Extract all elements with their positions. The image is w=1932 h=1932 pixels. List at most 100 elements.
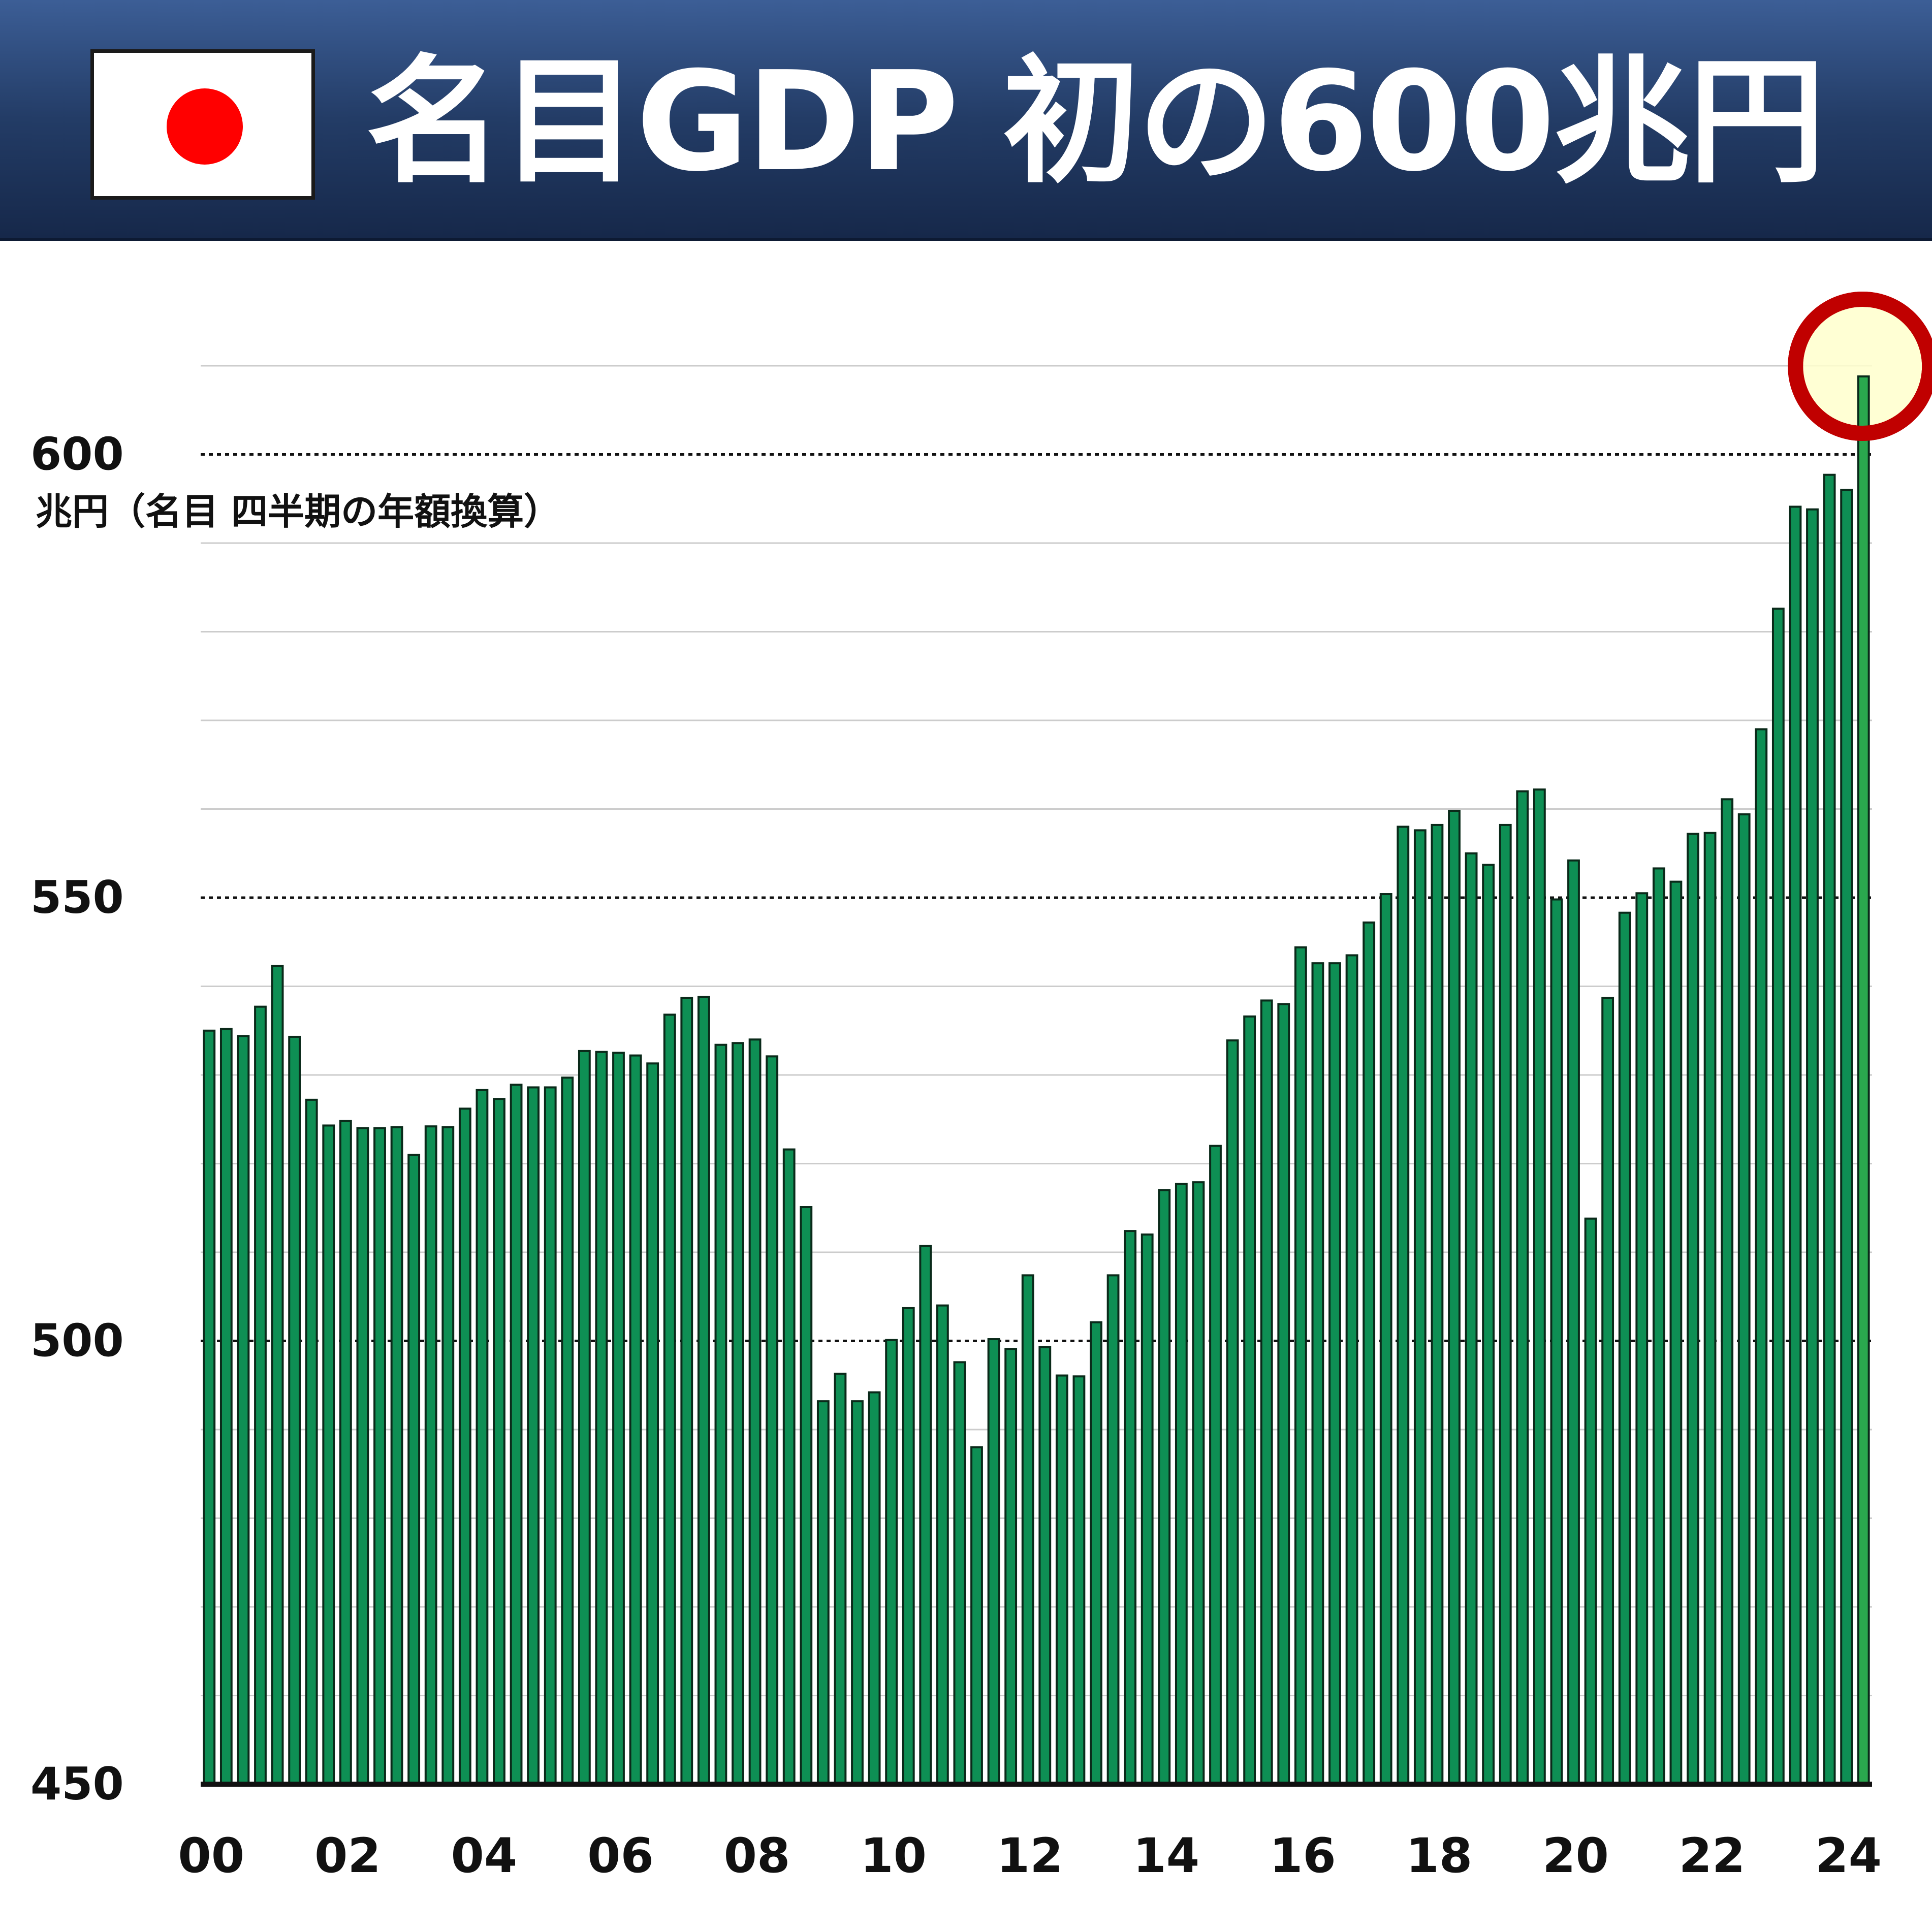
- x-tick-labels: 00 02 04 06 08 10 12 14 16 18 20 22 24: [178, 1828, 1882, 1884]
- x-tick-label: 16: [1270, 1828, 1336, 1884]
- bar: [714, 1043, 727, 1785]
- bar: [1072, 1375, 1086, 1786]
- bar: [1345, 954, 1358, 1785]
- bar: [1328, 962, 1341, 1785]
- bar: [322, 1124, 335, 1786]
- header-banner: 名目GDP 初の600兆円: [0, 0, 1932, 241]
- bar: [527, 1086, 540, 1785]
- bar: [1055, 1374, 1068, 1785]
- bar: [1158, 1189, 1171, 1786]
- bar: [697, 996, 710, 1785]
- bar-series: [203, 375, 1870, 1786]
- bar: [219, 1028, 233, 1785]
- x-tick-label: 22: [1679, 1828, 1746, 1884]
- bar: [1567, 859, 1580, 1785]
- bar: [1363, 921, 1376, 1785]
- x-tick-label: 00: [178, 1828, 244, 1884]
- bar: [1038, 1346, 1052, 1786]
- bar: [476, 1089, 489, 1785]
- bar: [1584, 1217, 1597, 1785]
- bar: [356, 1127, 369, 1785]
- bar: [919, 1245, 932, 1785]
- bar: [1465, 852, 1478, 1785]
- bar: [1533, 788, 1546, 1785]
- bar: [970, 1446, 983, 1785]
- bar-latest: [1857, 375, 1870, 1786]
- bar: [441, 1126, 455, 1786]
- bar: [902, 1307, 915, 1786]
- bar: [732, 1042, 744, 1785]
- bar: [851, 1400, 864, 1785]
- bar: [1260, 999, 1273, 1785]
- bar: [1669, 880, 1683, 1785]
- y-tick-label: 600: [30, 428, 124, 481]
- bar: [987, 1338, 1000, 1785]
- y-tick-label: 550: [30, 871, 124, 924]
- x-tick-label: 14: [1133, 1828, 1199, 1884]
- bar: [782, 1148, 796, 1786]
- x-tick-label: 06: [587, 1828, 654, 1884]
- bar: [1397, 826, 1410, 1785]
- bar: [203, 1029, 216, 1785]
- x-tick-label: 10: [860, 1828, 927, 1884]
- bar: [458, 1107, 471, 1785]
- bar: [1687, 833, 1699, 1785]
- x-tick-label: 24: [1815, 1828, 1882, 1884]
- bar: [1771, 608, 1785, 1786]
- bar: [1737, 813, 1751, 1785]
- bar: [561, 1076, 574, 1786]
- bar: [1243, 1015, 1256, 1785]
- bar: [407, 1154, 421, 1785]
- flag-sun-disc: [167, 88, 243, 165]
- bar: [1379, 893, 1392, 1785]
- x-tick-label: 18: [1406, 1828, 1473, 1884]
- bar: [510, 1084, 523, 1786]
- bar: [1124, 1230, 1137, 1786]
- bar: [288, 1035, 301, 1785]
- bar: [663, 1013, 676, 1785]
- latest-value-highlight: [1788, 291, 1932, 441]
- bar: [834, 1373, 847, 1785]
- bar: [953, 1361, 966, 1785]
- bar: [1806, 508, 1819, 1786]
- bar: [1277, 1003, 1290, 1785]
- bar: [1294, 946, 1307, 1785]
- bar: [646, 1062, 659, 1785]
- bar: [1635, 892, 1649, 1785]
- bar: [1703, 832, 1717, 1785]
- japan-flag-icon: [90, 49, 315, 200]
- x-tick-label: 12: [997, 1828, 1063, 1884]
- bar: [1618, 911, 1631, 1785]
- y-tick-label: 450: [30, 1758, 124, 1810]
- bar: [1823, 473, 1836, 1785]
- bar: [1021, 1274, 1034, 1786]
- bar: [1004, 1348, 1018, 1786]
- bar: [305, 1098, 318, 1786]
- bar: [1090, 1321, 1102, 1785]
- bar: [1789, 505, 1802, 1785]
- bar: [800, 1206, 813, 1785]
- bar: [1311, 962, 1324, 1785]
- bar: [612, 1052, 625, 1785]
- x-tick-label: 02: [314, 1828, 381, 1884]
- bar: [1499, 824, 1512, 1785]
- bar: [1755, 728, 1768, 1785]
- bar: [816, 1400, 830, 1785]
- page-title: 名目GDP 初の600兆円: [366, 42, 1825, 202]
- bar: [1652, 867, 1665, 1785]
- bar: [1482, 864, 1495, 1785]
- bar: [1175, 1183, 1188, 1785]
- bar: [544, 1086, 557, 1785]
- bar: [339, 1120, 352, 1785]
- bar: [1413, 829, 1427, 1785]
- bar: [868, 1391, 881, 1785]
- bar: [1106, 1274, 1120, 1786]
- bar: [1431, 824, 1444, 1785]
- bar: [595, 1051, 608, 1785]
- bar: [1601, 997, 1614, 1785]
- bar: [1516, 790, 1529, 1785]
- x-tick-label: 08: [724, 1828, 790, 1884]
- bar: [629, 1054, 642, 1786]
- bar-latest-overlay: [1857, 375, 1870, 434]
